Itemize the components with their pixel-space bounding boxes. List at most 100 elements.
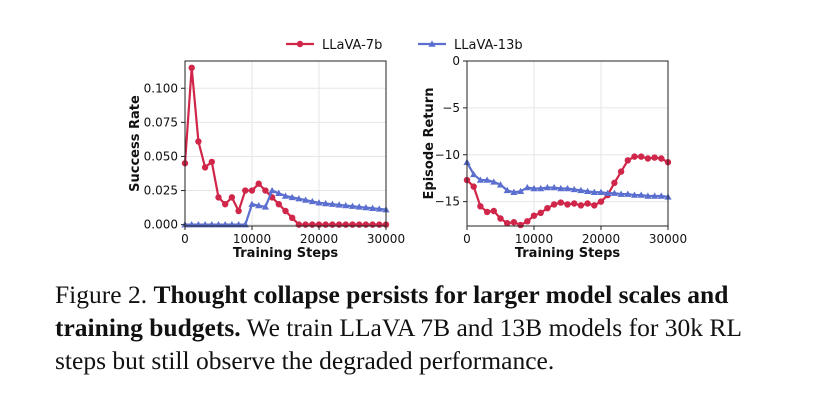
x-tick-label: 30000 [649,232,687,246]
data-point [524,218,531,225]
data-point [275,200,282,208]
data-point [349,221,356,228]
data-point [497,215,504,222]
data-point [268,186,276,194]
x-tick-label: 20000 [300,232,338,246]
data-point [517,187,525,195]
data-point [322,199,330,207]
data-point [590,188,598,195]
data-point [530,212,538,219]
data-point [658,155,665,162]
plot-frame [184,60,387,227]
y-axis-label: Success Rate [128,95,143,192]
x-tick-label: 0 [463,232,471,246]
data-point [577,186,585,194]
data-point [208,158,215,166]
data-point [537,209,544,217]
data-point [248,187,256,194]
data-point [557,184,565,192]
plot-frame [466,60,669,227]
series-llava-13b [181,186,390,228]
data-point [503,186,511,194]
data-point [355,203,363,210]
x-tick-label: 10000 [515,232,553,246]
data-point [577,202,585,209]
data-point [584,200,591,207]
legend-label: LLaVA-7b [322,38,382,53]
data-point [262,187,269,194]
data-point [597,198,605,205]
data-point [557,199,564,206]
y-axis-label: Episode Return [422,88,437,200]
series-line [183,66,386,226]
data-point [309,221,316,228]
x-tick-label: 0 [181,232,189,246]
figure-caption: Figure 2. Thought collapse persists for … [55,278,775,377]
data-point [530,184,538,192]
y-tick-label: 0.050 [144,149,178,163]
legend-marker [428,40,436,47]
data-point [342,201,350,209]
data-point [322,221,329,228]
data-point [638,153,645,160]
data-point [329,221,336,228]
caption-bold: Thought collapse persists for larger mod… [55,280,729,342]
data-point [651,192,659,199]
data-point [289,214,296,222]
data-point [375,205,383,212]
data-point [261,203,269,210]
data-point [543,183,551,191]
x-tick-label: 20000 [582,232,620,246]
y-tick-label: 0 [452,54,460,68]
data-point [637,191,645,198]
data-point [630,191,639,198]
caption-label: Figure 2. [55,280,148,309]
y-tick-label: 0.000 [144,218,178,232]
y-tick-label: 0.100 [144,81,178,95]
data-point [335,201,343,208]
data-point [281,192,290,199]
data-point [563,184,572,192]
data-point [362,203,370,211]
data-point [255,180,262,187]
data-point [624,157,631,164]
data-point [597,188,605,195]
data-point [470,170,478,178]
data-point [362,221,370,228]
data-point [188,64,195,72]
data-point [611,179,618,187]
data-point [369,204,377,211]
data-point [483,176,491,183]
data-point [477,203,484,210]
series-llava-7b [181,64,390,228]
data-point [356,221,363,228]
data-point [376,221,383,228]
data-point [275,189,283,196]
data-point [644,155,652,162]
data-point [348,202,357,209]
x-axis-label: Training Steps [233,246,339,261]
data-point [537,184,545,192]
legend-item-llava-13b: LLaVA-13b [418,38,523,53]
data-point [302,221,309,228]
data-point [242,187,249,194]
data-point [490,178,498,185]
data-point [295,221,303,228]
data-point [523,183,531,191]
data-point [571,200,578,207]
y-tick-label: 0.075 [144,115,178,129]
data-point [624,190,632,197]
data-point [517,221,524,229]
data-point [631,153,638,160]
data-point [504,219,511,227]
series-line [466,161,669,199]
data-point [564,201,571,208]
data-point [644,192,652,199]
legend-marker [296,40,304,48]
data-point [222,200,229,208]
data-point [591,202,598,209]
series-llava-7b [463,153,672,229]
data-point [342,221,349,228]
data-point [328,200,336,207]
data-point [651,154,658,161]
